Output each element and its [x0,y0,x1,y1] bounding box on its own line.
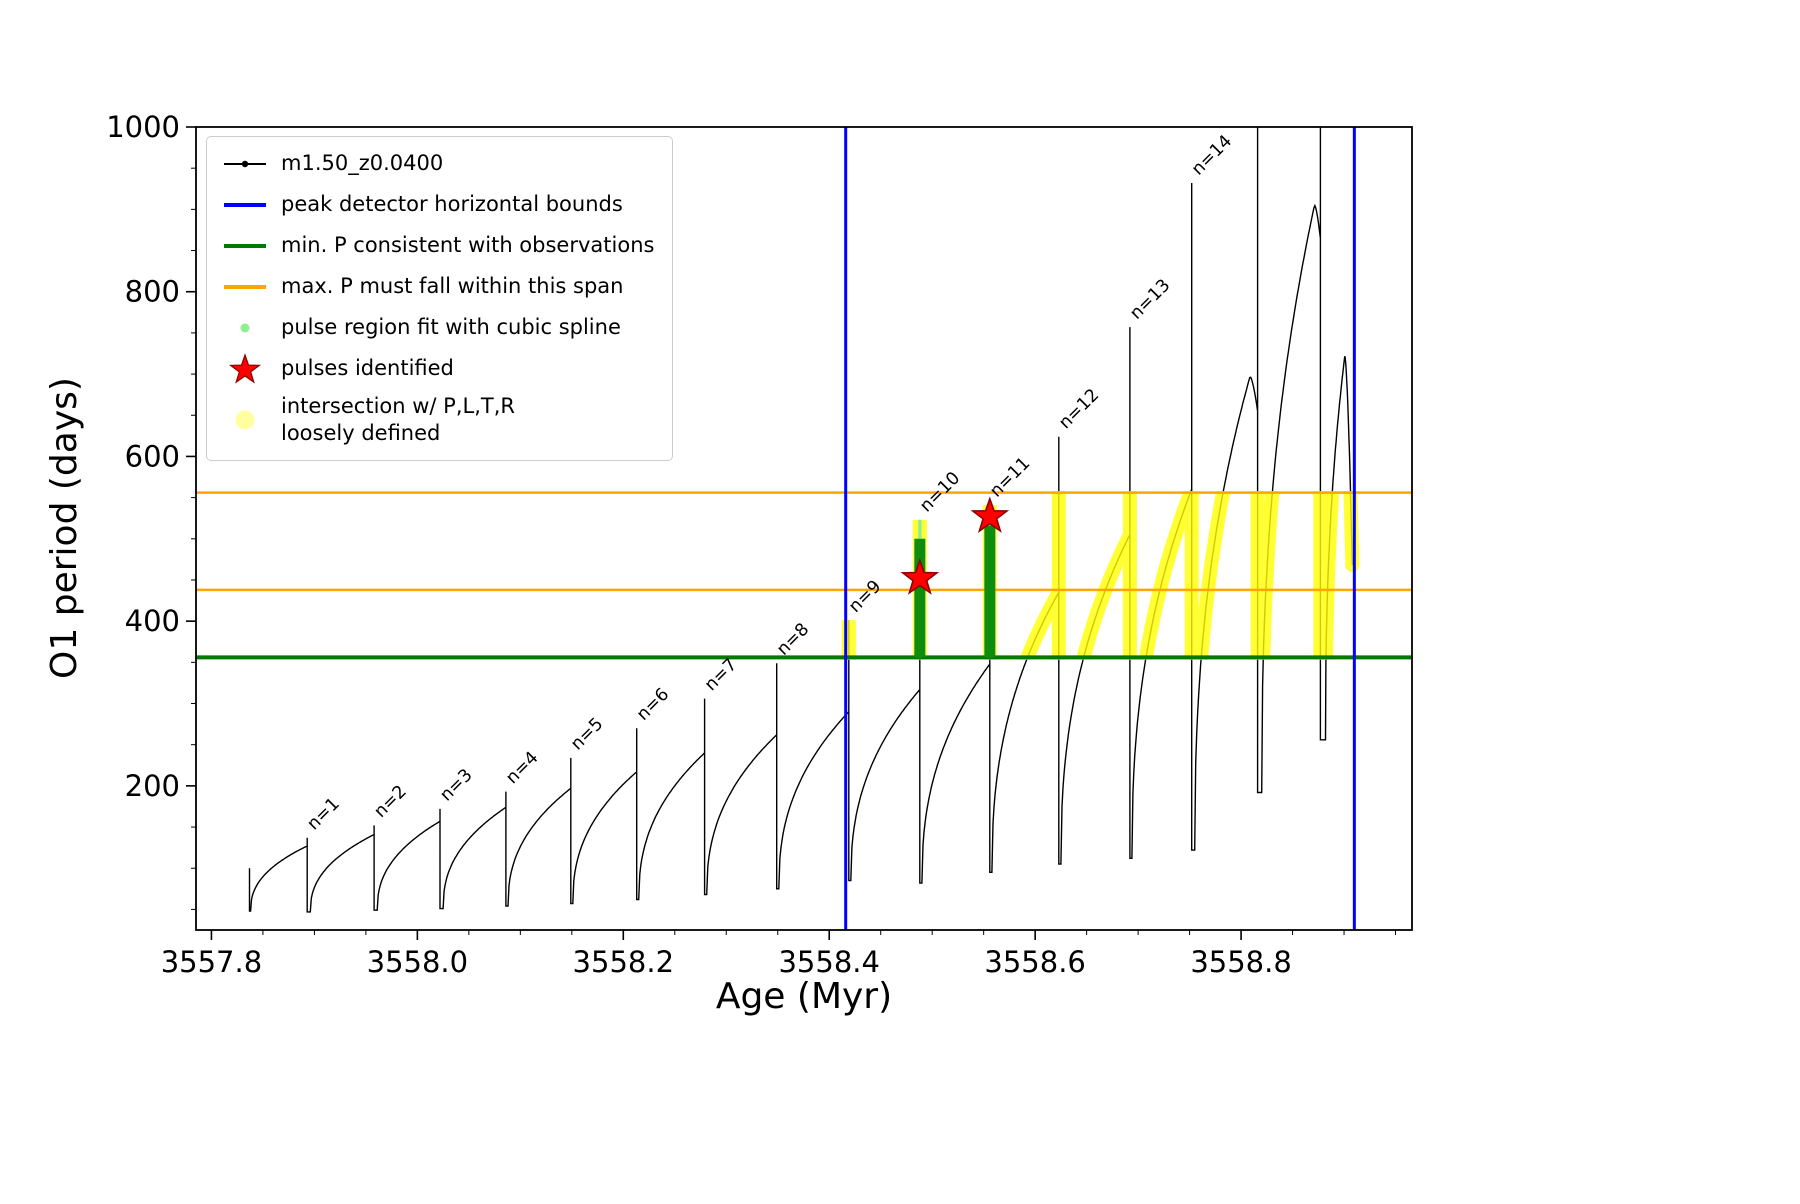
plot-frame [195,126,1413,931]
y-tick-label: 1000 [106,110,180,144]
pulse-label: n=14 [1188,131,1236,179]
marker-layer [900,496,1010,595]
pulse-label: n=4 [502,748,542,788]
x-tick-label: 3557.8 [161,945,262,979]
legend-item: min. P consistent with observations [219,229,654,263]
star-legend-marker-icon [219,352,271,386]
legend-item-label: pulses identified [281,356,454,381]
y-tick-label: 600 [125,439,180,473]
pulse-label: n=6 [633,685,673,725]
axes-layer [186,126,1413,940]
x-tick-label: 3558.6 [984,945,1085,979]
x-axis-label: Age (Myr) [716,976,892,1017]
legend-item: pulses identified [219,352,654,386]
x-tick-label: 3558.2 [573,945,674,979]
pulse-label: n=9 [845,577,885,617]
legend-item-label: peak detector horizontal bounds [281,192,623,217]
band-layer [841,491,1360,660]
legend-item-label: intersection w/ P,L,T,R loosely defined [281,394,515,446]
legend-item-label: max. P must fall within this span [281,274,624,299]
pulse-label: n=13 [1126,276,1174,324]
legend-item-label: min. P consistent with observations [281,233,655,258]
pulse-star-0 [900,558,940,595]
x-tick-label: 3558.4 [778,945,879,979]
pulse-label: n=2 [371,782,411,822]
pulse-label: n=11 [986,453,1034,501]
x-tick-label: 3558.8 [1190,945,1291,979]
line-dot-legend-marker-icon [219,147,271,181]
x-tick-label: 3558.0 [367,945,468,979]
y-tick-label: 200 [125,769,180,803]
dot-legend-marker-icon [219,403,271,437]
line-legend-marker-icon [219,229,271,263]
pulse-label: n=5 [567,714,607,754]
legend-item: pulse region fit with cubic spline [219,311,654,345]
intersection-band [841,491,1360,660]
y-axis-label: O1 period (days) [44,377,85,679]
legend-item: max. P must fall within this span [219,270,654,304]
legend-item-label: m1.50_z0.0400 [281,151,444,176]
legend-item: intersection w/ P,L,T,R loosely defined [219,393,654,448]
pulse-label: n=7 [701,655,741,695]
legend-item-label: pulse region fit with cubic spline [281,315,621,340]
legend-item: m1.50_z0.0400 [219,147,654,181]
dot-legend-marker-icon [219,311,271,345]
legend-item: peak detector horizontal bounds [219,188,654,222]
pulse-label: n=12 [1055,385,1103,433]
y-tick-label: 400 [125,604,180,638]
pulse-label: n=8 [773,619,813,659]
line-legend-marker-icon [219,188,271,222]
guide-lines [196,127,1412,930]
pulse-star-1 [970,496,1010,533]
line-legend-marker-icon [219,270,271,304]
pulse-label: n=3 [436,765,476,805]
pulse-label: n=1 [304,794,344,834]
y-tick-label: 800 [125,275,180,309]
